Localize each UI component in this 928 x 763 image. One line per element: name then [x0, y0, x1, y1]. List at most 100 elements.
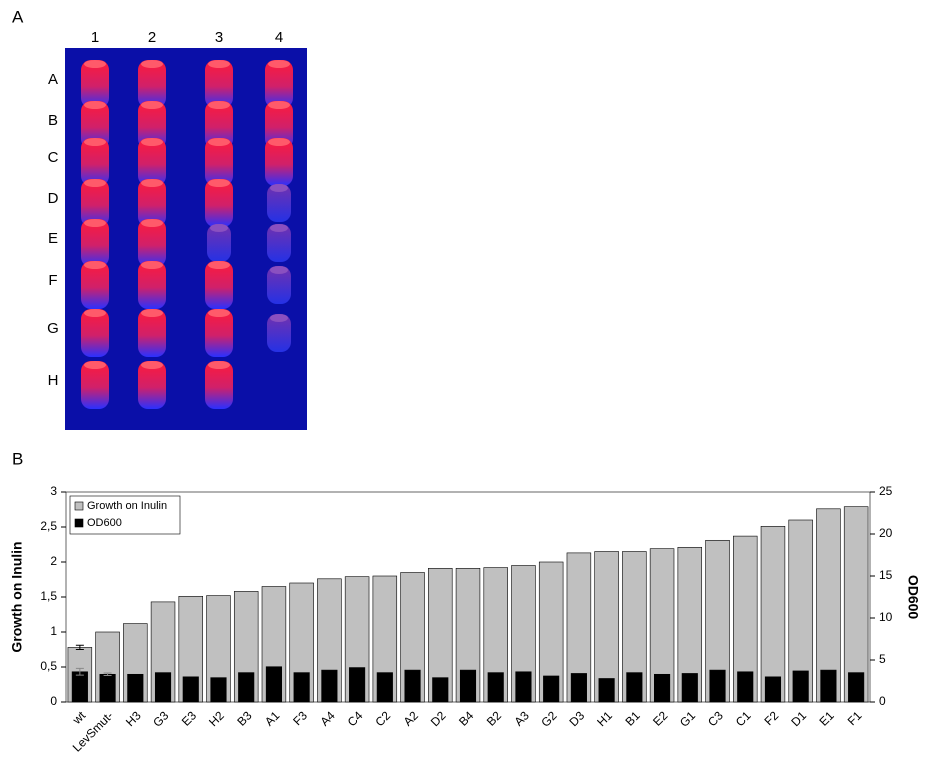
- well-top: [268, 138, 290, 146]
- bar: [183, 677, 199, 702]
- bar: [349, 668, 365, 702]
- bar: [765, 677, 781, 702]
- bar: [848, 673, 864, 702]
- x-tick-label: B1: [622, 708, 643, 729]
- bar: [682, 673, 698, 702]
- x-tick-label: H2: [206, 708, 227, 729]
- legend-label: Growth on Inulin: [87, 500, 167, 512]
- y-tick-label: 3: [50, 484, 57, 498]
- row-label: F: [48, 272, 57, 289]
- well-top: [84, 219, 106, 227]
- bar: [211, 678, 227, 702]
- x-tick-label: B2: [484, 708, 505, 729]
- well-top: [270, 266, 288, 274]
- x-tick-label: H3: [123, 708, 144, 729]
- page: {"panel_a":{"label":"A","columns":["1","…: [0, 0, 928, 763]
- y-tick-label: 1: [50, 624, 57, 638]
- well-top: [268, 60, 290, 68]
- row-label: A: [48, 71, 58, 88]
- x-tick-label: H1: [594, 708, 615, 729]
- x-tick-label: C3: [705, 708, 726, 729]
- y2-tick-label: 25: [879, 484, 893, 498]
- row-label: C: [48, 149, 59, 166]
- bar: [433, 678, 449, 702]
- legend-label: OD600: [87, 517, 122, 529]
- x-tick-label: wt: [69, 708, 89, 728]
- bar: [516, 672, 532, 702]
- well-top: [208, 361, 230, 369]
- row-label: G: [47, 320, 59, 337]
- x-tick-label: C4: [345, 708, 366, 729]
- well-top: [141, 138, 163, 146]
- well-top: [84, 138, 106, 146]
- y2-tick-label: 10: [879, 610, 893, 624]
- x-tick-label: E3: [179, 708, 200, 729]
- column-label: 2: [148, 29, 156, 46]
- bar: [599, 678, 615, 702]
- y-axis-label: Growth on Inulin: [9, 541, 25, 652]
- y-tick-label: 1,5: [40, 589, 57, 603]
- bar: [266, 667, 282, 702]
- y2-tick-label: 5: [879, 652, 886, 666]
- x-tick-label: G1: [677, 708, 698, 729]
- well-top: [210, 224, 228, 232]
- bar: [654, 674, 670, 702]
- bar: [100, 674, 116, 702]
- bar: [710, 670, 726, 702]
- bar: [405, 670, 421, 702]
- well-top: [84, 60, 106, 68]
- x-tick-label: A2: [401, 708, 422, 729]
- bar: [322, 670, 338, 702]
- column-label: 1: [91, 29, 99, 46]
- well-top: [141, 60, 163, 68]
- y2-tick-label: 20: [879, 526, 893, 540]
- bar: [793, 671, 809, 702]
- x-tick-label: D3: [567, 708, 588, 729]
- x-tick-label: E1: [816, 708, 837, 729]
- x-tick-label: B4: [456, 708, 477, 729]
- well-top: [84, 361, 106, 369]
- y2-axis-label: OD600: [905, 575, 921, 620]
- column-label: 3: [215, 29, 223, 46]
- well-top: [208, 60, 230, 68]
- bar: [377, 673, 393, 702]
- well-top: [84, 101, 106, 109]
- x-tick-label: F1: [845, 708, 865, 728]
- well-top: [208, 179, 230, 187]
- row-label: E: [48, 230, 58, 247]
- x-tick-label: G3: [150, 708, 171, 729]
- well-top: [270, 184, 288, 192]
- y2-tick-label: 15: [879, 568, 893, 582]
- bar: [128, 674, 144, 702]
- well-top: [208, 261, 230, 269]
- well-top: [268, 101, 290, 109]
- panel-label: A: [12, 7, 24, 26]
- x-tick-label: C2: [372, 708, 393, 729]
- x-tick-label: A4: [317, 708, 338, 729]
- well-top: [141, 101, 163, 109]
- figure: A B Growth on Inulin OD600 1234ABCDEFGH0…: [0, 0, 928, 758]
- bar: [155, 673, 171, 702]
- y-tick-label: 0,5: [40, 659, 57, 673]
- well-top: [141, 219, 163, 227]
- x-tick-label: F2: [762, 708, 782, 728]
- x-tick-label: A3: [512, 708, 533, 729]
- well-top: [84, 309, 106, 317]
- bar: [543, 676, 559, 702]
- bar: [821, 670, 837, 702]
- well-top: [270, 224, 288, 232]
- x-tick-label: G2: [538, 708, 559, 729]
- panel-label: B: [12, 449, 23, 468]
- bar: [238, 673, 254, 702]
- row-label: D: [48, 190, 59, 207]
- bar: [294, 673, 310, 702]
- well-top: [208, 309, 230, 317]
- well-top: [141, 309, 163, 317]
- bar: [488, 673, 504, 702]
- y-tick-label: 2: [50, 554, 57, 568]
- x-tick-label: A1: [262, 708, 283, 729]
- x-tick-label: C1: [733, 708, 754, 729]
- legend-swatch: [75, 519, 83, 527]
- x-tick-label: D1: [788, 708, 809, 729]
- well-top: [141, 261, 163, 269]
